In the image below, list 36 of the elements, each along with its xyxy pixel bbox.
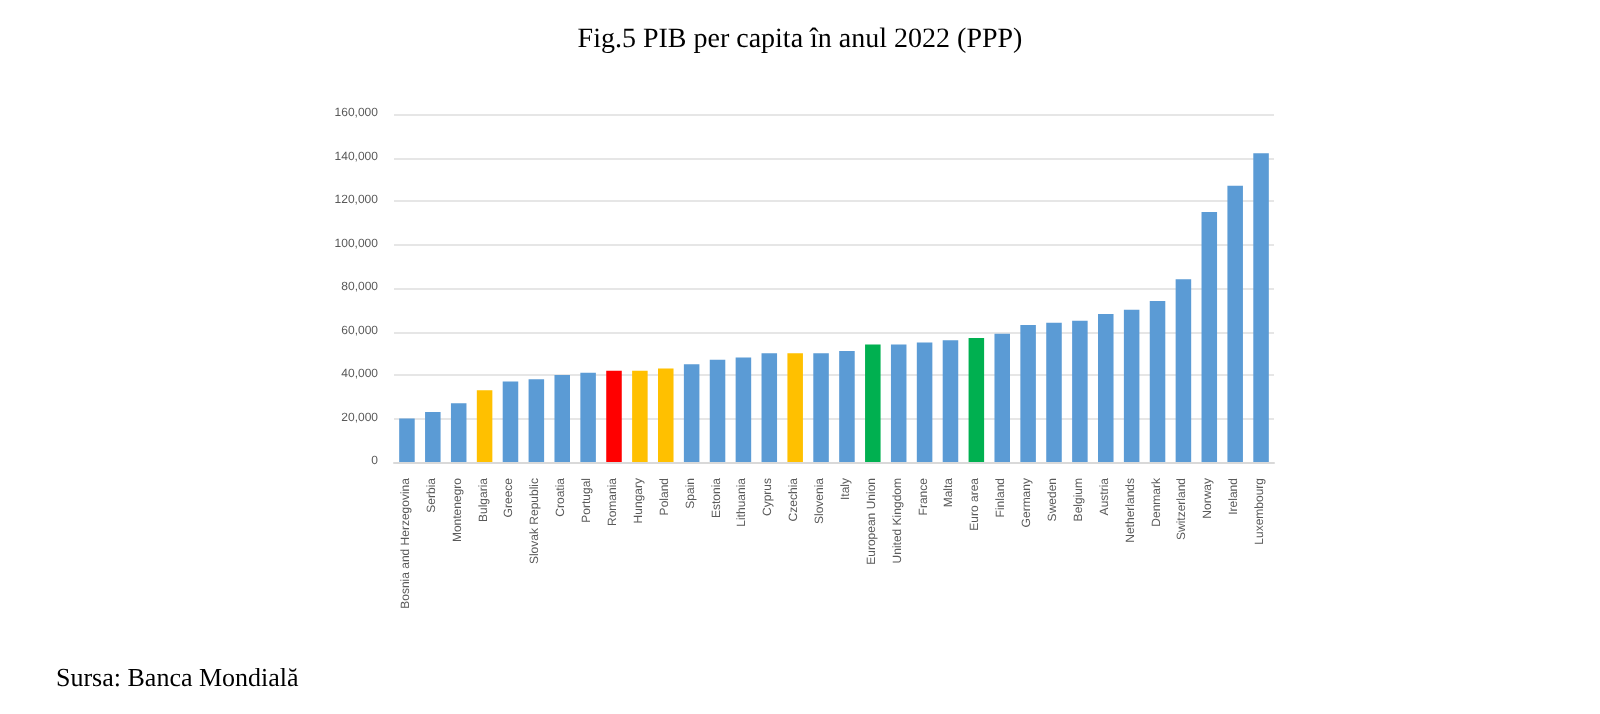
bar (1123, 309, 1140, 462)
bar (580, 372, 596, 462)
bar (1046, 322, 1062, 462)
bar (425, 411, 441, 462)
bar (399, 418, 415, 462)
bar (735, 357, 752, 462)
bar (1098, 314, 1114, 462)
bar (528, 379, 545, 462)
bar (554, 375, 570, 462)
bar (865, 344, 881, 462)
bar (606, 370, 622, 462)
bar (1149, 301, 1166, 462)
text: Sursa: Banca Mondială (56, 662, 300, 692)
bar (1227, 185, 1243, 462)
bar (787, 353, 803, 462)
bar (761, 353, 778, 462)
bar (1175, 279, 1192, 462)
bar (1020, 324, 1036, 462)
bar (658, 368, 674, 462)
bar (450, 403, 467, 462)
bar (1072, 320, 1088, 462)
bar (1253, 153, 1269, 462)
bar (890, 344, 907, 462)
bar (502, 381, 519, 462)
bar (968, 338, 985, 462)
chart-title: Fig.5 PIB per capita în anul 2022 (PPP) (577, 25, 1024, 55)
bar (476, 390, 493, 462)
bar (916, 342, 933, 462)
bar (839, 351, 855, 462)
bar (709, 359, 726, 462)
bar (994, 333, 1010, 462)
bar (683, 364, 700, 462)
bar (813, 353, 829, 462)
bar (1201, 211, 1218, 462)
bar (632, 370, 648, 462)
bar (942, 340, 959, 462)
